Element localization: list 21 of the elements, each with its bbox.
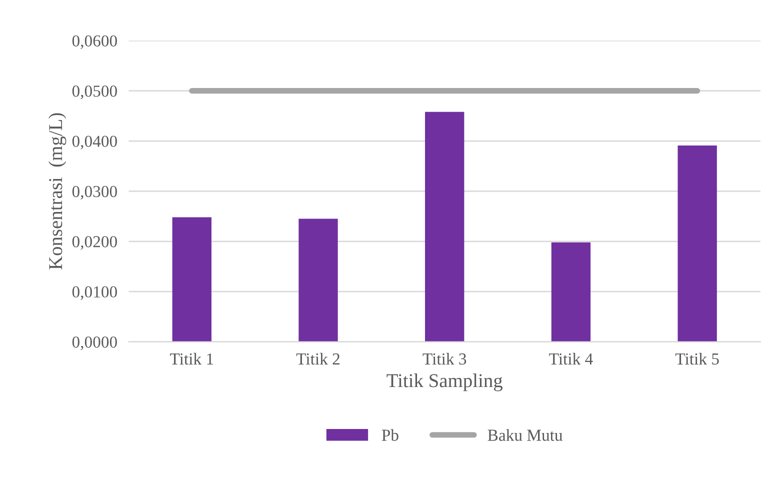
y-tick-label: 0,0500 — [72, 86, 117, 100]
y-tick-label: 0,0300 — [72, 186, 117, 200]
bar — [298, 218, 338, 342]
bar — [678, 146, 717, 342]
y-tick-label: 0,0400 — [72, 136, 117, 150]
x-tick-label: Titik 3 — [422, 352, 466, 365]
legend-label: Baku Mutu — [488, 429, 563, 441]
bar — [172, 217, 212, 342]
x-axis-title: Titik Sampling — [386, 374, 502, 392]
y-tick-label: 0,0000 — [72, 336, 117, 350]
y-tick-label: 0,0200 — [72, 236, 117, 250]
y-tick-label: 0,0100 — [72, 286, 117, 300]
x-tick-label: Titik 4 — [549, 352, 593, 365]
y-axis-title: Konsentrasi (mg/L) — [48, 113, 66, 270]
x-tick-label: Titik 5 — [675, 352, 719, 365]
legend-label: Pb — [382, 429, 398, 441]
y-tick-label: 0,0600 — [72, 35, 117, 49]
bar — [551, 242, 591, 342]
x-tick-label: Titik 2 — [296, 352, 340, 365]
bar — [425, 112, 464, 342]
x-tick-label: Titik 1 — [170, 352, 214, 365]
